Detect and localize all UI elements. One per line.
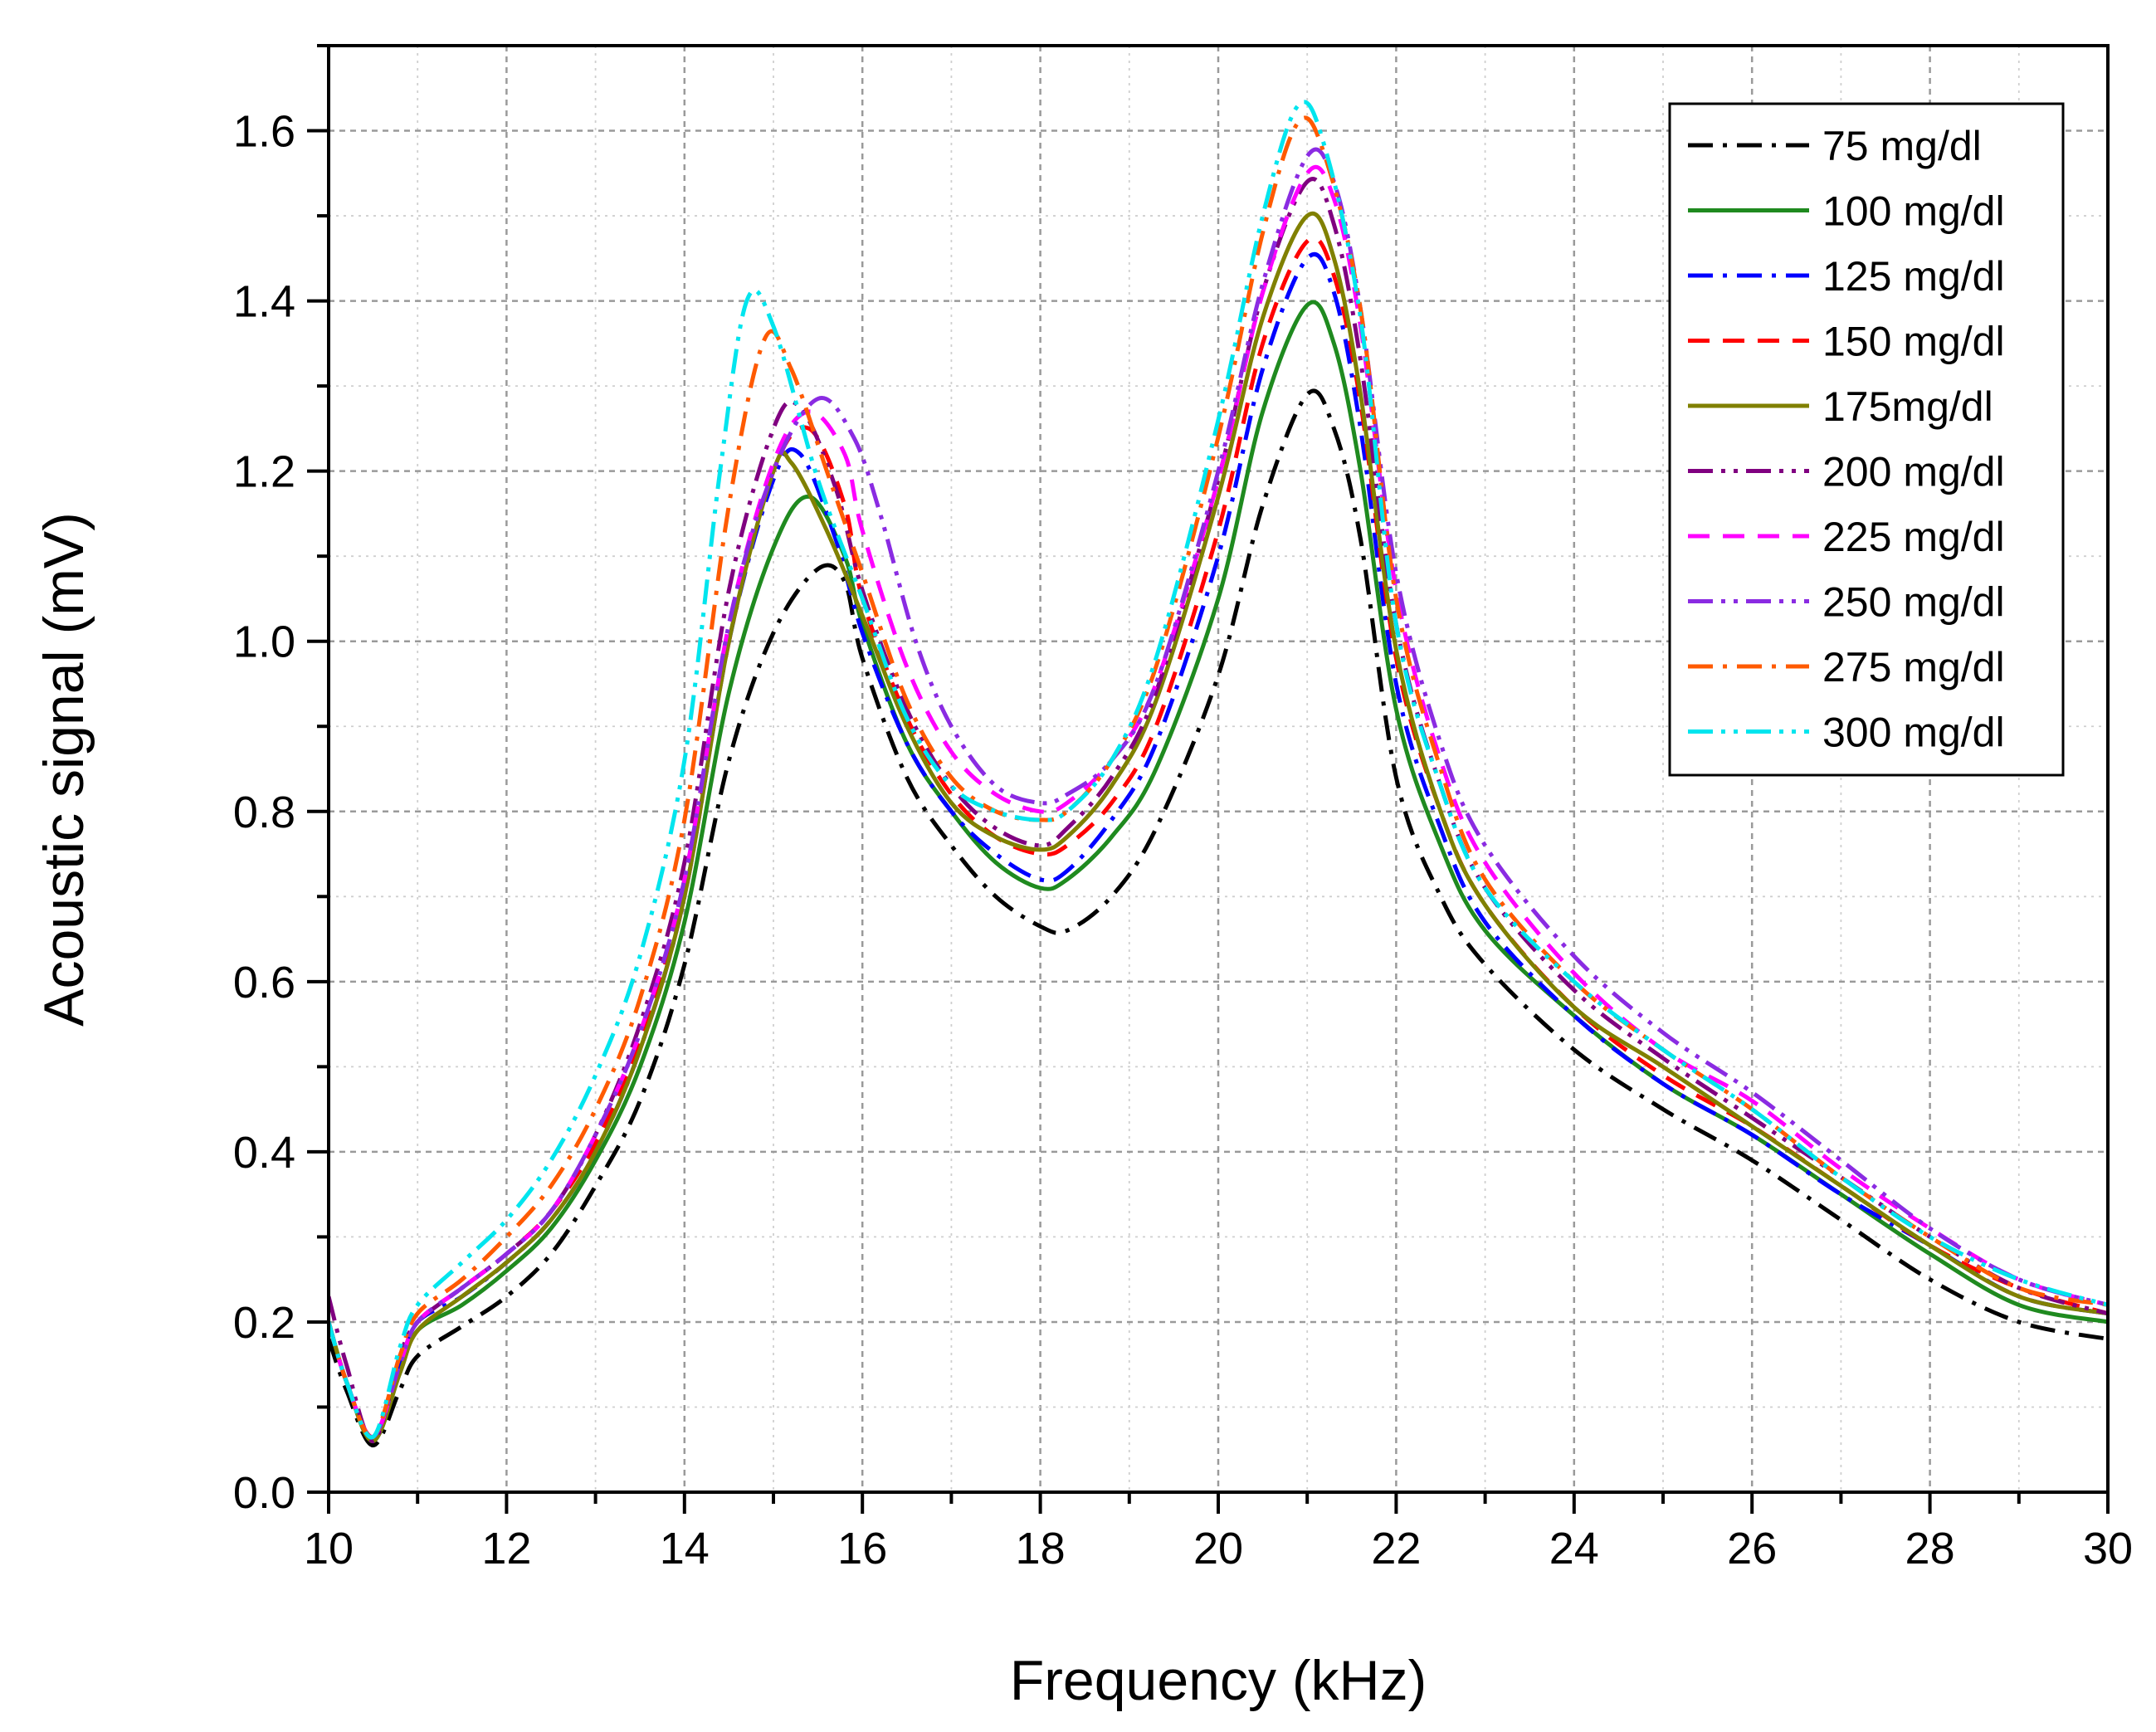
y-axis-title: Acoustic signal (mV) [32, 512, 95, 1027]
legend-label-3: 125 mg/dl [1822, 253, 2005, 300]
x-tick-label: 28 [1905, 1524, 1955, 1573]
x-tick-label: 30 [2083, 1524, 2133, 1573]
x-tick-label: 18 [1016, 1524, 1066, 1573]
y-tick-label: 0.0 [233, 1468, 295, 1518]
legend-label-4: 150 mg/dl [1822, 319, 2005, 365]
y-tick-label: 1.6 [233, 107, 295, 157]
legend-label-9: 275 mg/dl [1822, 644, 2005, 690]
y-tick-label: 0.4 [233, 1128, 295, 1178]
y-tick-label: 0.2 [233, 1298, 295, 1348]
legend-label-2: 100 mg/dl [1822, 188, 2005, 235]
x-tick-label: 26 [1727, 1524, 1777, 1573]
legend-box [1668, 102, 2065, 777]
legend-label-10: 300 mg/dl [1822, 710, 2005, 756]
series-line-5 [329, 211, 2108, 1443]
x-tick-label: 14 [660, 1524, 710, 1573]
legend-label-7: 225 mg/dl [1822, 514, 2005, 560]
legend-label-6: 200 mg/dl [1822, 449, 2005, 495]
x-tick-label: 16 [837, 1524, 887, 1573]
series-line-7 [329, 165, 2108, 1439]
y-tick-label: 1.2 [233, 447, 295, 497]
x-tick-label: 10 [304, 1524, 354, 1573]
y-tick-label: 0.6 [233, 958, 295, 1007]
series-line-10 [329, 100, 2108, 1440]
series-line-8 [329, 147, 2108, 1439]
legend-label-1: 75 mg/dl [1822, 123, 1982, 169]
series-group [329, 100, 2108, 1448]
y-tick-label: 0.8 [233, 788, 295, 837]
series-line-2 [329, 300, 2108, 1443]
legend: 75 mg/dl 100 mg/dl 125 mg/dl 150 mg/dl 175mg… [1668, 102, 2065, 777]
legend-label-8: 250 mg/dl [1822, 579, 2005, 626]
series-line-1 [329, 388, 2108, 1448]
x-tick-label: 20 [1193, 1524, 1243, 1573]
y-tick-label: 1.0 [233, 617, 295, 667]
y-tick-label: 1.4 [233, 277, 295, 327]
axes: 10 12 14 16 18 20 22 24 26 28 30 0.0 0.2 0.4 0.6 0.8 1.0… [233, 44, 2133, 1573]
legend-label-5: 175mg/dl [1822, 383, 1993, 430]
series-line-6 [329, 177, 2108, 1443]
x-tick-label: 24 [1549, 1524, 1599, 1573]
x-tick-label: 12 [481, 1524, 531, 1573]
x-tick-label: 22 [1371, 1524, 1421, 1573]
x-axis-title: Frequency (kHz) [1010, 1649, 1427, 1712]
